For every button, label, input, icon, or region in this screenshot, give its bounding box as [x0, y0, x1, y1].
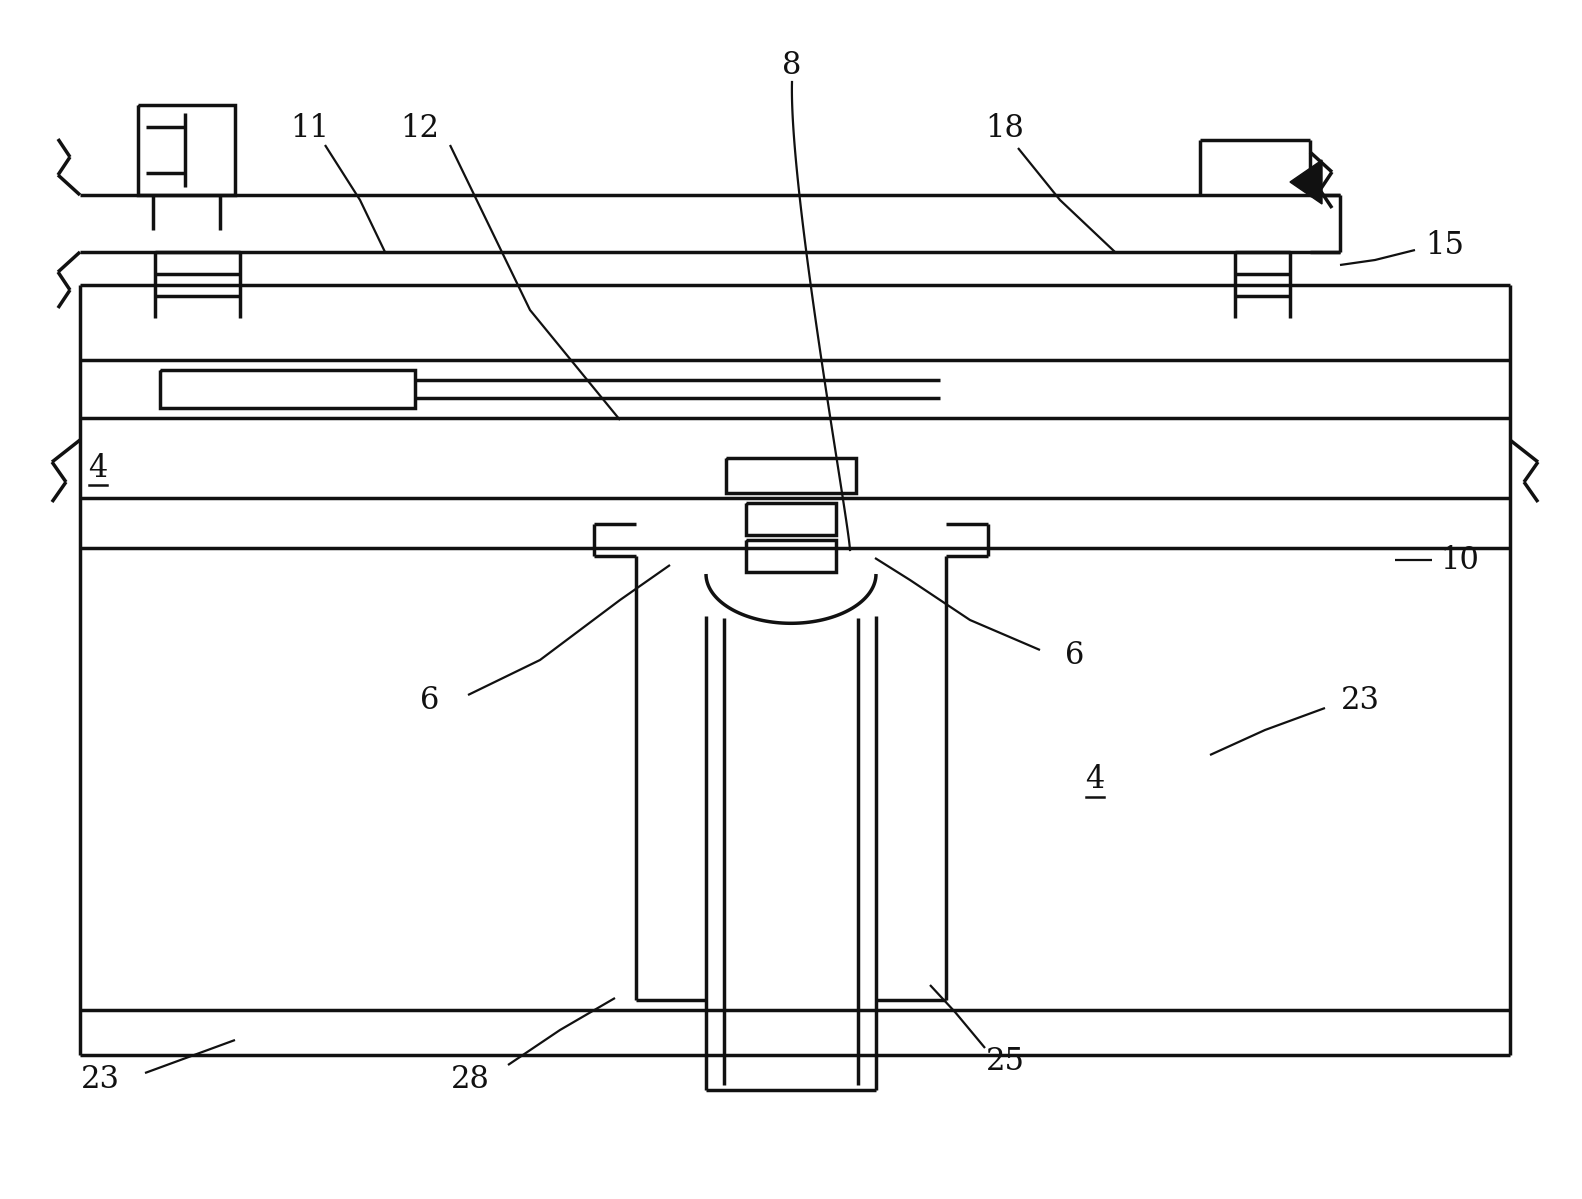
- Polygon shape: [1289, 159, 1323, 204]
- Text: 18: 18: [986, 113, 1025, 144]
- Text: 23: 23: [81, 1065, 120, 1096]
- Text: 23: 23: [1340, 685, 1380, 716]
- Text: 6: 6: [1065, 639, 1085, 670]
- Text: 6: 6: [421, 685, 440, 716]
- Text: 15: 15: [1425, 229, 1465, 260]
- Text: 28: 28: [451, 1065, 489, 1096]
- Text: 4: 4: [89, 452, 108, 483]
- Text: 12: 12: [400, 113, 440, 144]
- Text: 4: 4: [1085, 765, 1104, 795]
- Text: 25: 25: [986, 1047, 1025, 1078]
- Text: 10: 10: [1441, 544, 1479, 576]
- Text: 8: 8: [783, 49, 802, 80]
- Text: 11: 11: [291, 113, 329, 144]
